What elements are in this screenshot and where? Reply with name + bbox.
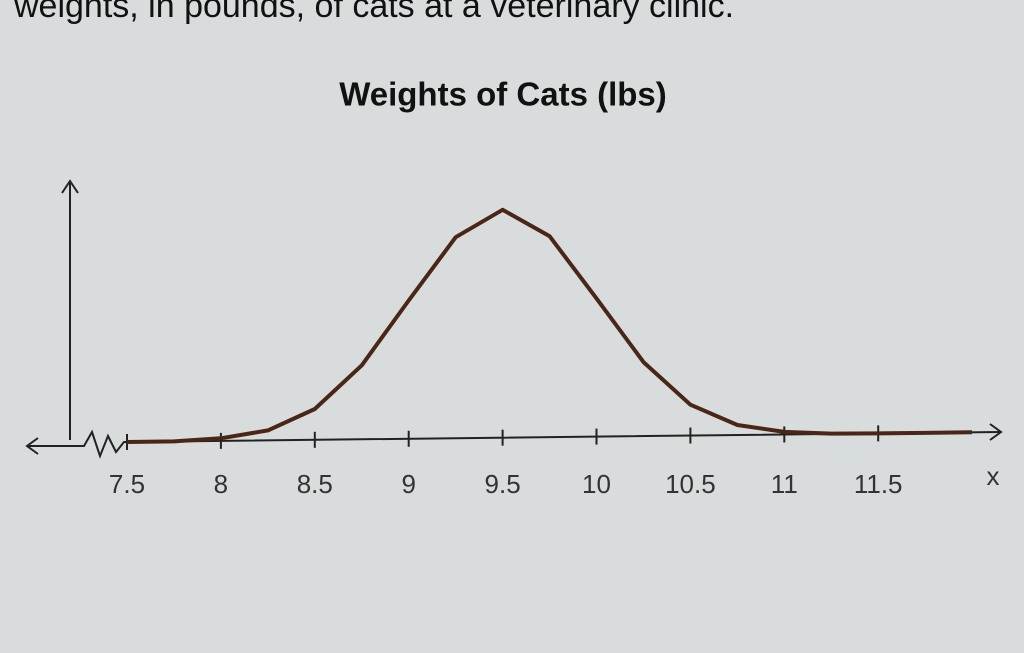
intro-text: weights, in pounds, of cats at a veterin… xyxy=(13,0,734,25)
x-tick-label: 11 xyxy=(771,469,798,499)
x-axis-arrow-left xyxy=(25,437,39,455)
x-tick-label: 10.5 xyxy=(665,469,716,499)
x-tick-label: 7.5 xyxy=(109,469,145,499)
chart-title: Weights of Cats (lbs) xyxy=(339,76,667,113)
x-axis-label: x xyxy=(987,461,1000,491)
x-tick-label: 10 xyxy=(582,469,611,499)
x-tick-label: 8 xyxy=(214,469,228,499)
y-axis-arrow xyxy=(61,179,79,194)
x-tick-label: 9 xyxy=(401,469,415,499)
curve xyxy=(126,207,973,444)
x-tick-label: 8.5 xyxy=(297,469,333,499)
x-tick-label: 11.5 xyxy=(854,469,903,499)
x-tick-label: 9.5 xyxy=(485,469,521,499)
x-axis-arrow-right xyxy=(989,423,1003,441)
x-axis xyxy=(27,429,1001,459)
